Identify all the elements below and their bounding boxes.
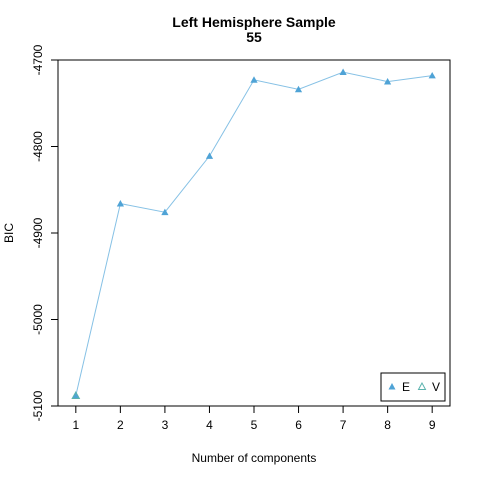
chart-title-line-2: 55	[246, 29, 262, 45]
y-tick-label--5100: -5100	[31, 390, 45, 421]
y-tick-label--5000: -5000	[31, 304, 45, 335]
y-tick-label--4800: -4800	[31, 131, 45, 162]
point-e-5	[250, 76, 258, 83]
x-axis: 1 2 3 4 5 6 7 8 9	[72, 406, 436, 432]
x-tick-label-4: 4	[206, 418, 213, 432]
point-e-4	[205, 152, 214, 159]
point-e-7	[339, 68, 347, 75]
point-e-1	[72, 392, 80, 399]
y-axis: -5100 -5000 -4900 -4800 -4700	[31, 44, 58, 421]
x-tick-label-7: 7	[340, 418, 347, 432]
y-tick-label--4900: -4900	[31, 217, 45, 248]
legend-marker-v	[417, 381, 427, 390]
y-tick-label--4700: -4700	[31, 44, 45, 75]
series-line-e	[75, 71, 433, 396]
x-tick-label-2: 2	[117, 418, 124, 432]
x-tick-label-8: 8	[384, 418, 391, 432]
x-axis-label: Number of components	[192, 451, 317, 465]
legend-label-e: E	[402, 380, 410, 394]
chart-title-line-1: Left Hemisphere Sample	[172, 14, 336, 30]
series-layer	[71, 68, 436, 399]
x-tick-label-3: 3	[162, 418, 169, 432]
legend: E V	[380, 372, 446, 402]
point-e-8	[384, 78, 392, 85]
point-e-9	[428, 72, 436, 79]
x-tick-label-1: 1	[72, 418, 79, 432]
legend-label-v: V	[432, 380, 440, 394]
x-tick-label-6: 6	[295, 418, 302, 432]
point-e-6	[294, 85, 303, 93]
x-tick-label-9: 9	[429, 418, 436, 432]
x-tick-label-5: 5	[251, 418, 258, 432]
point-v-1	[71, 390, 81, 399]
legend-marker-e	[388, 383, 396, 390]
point-e-3	[161, 208, 169, 216]
plot-frame	[57, 59, 451, 407]
point-e-2	[116, 200, 124, 207]
y-axis-label: BIC	[2, 223, 16, 243]
